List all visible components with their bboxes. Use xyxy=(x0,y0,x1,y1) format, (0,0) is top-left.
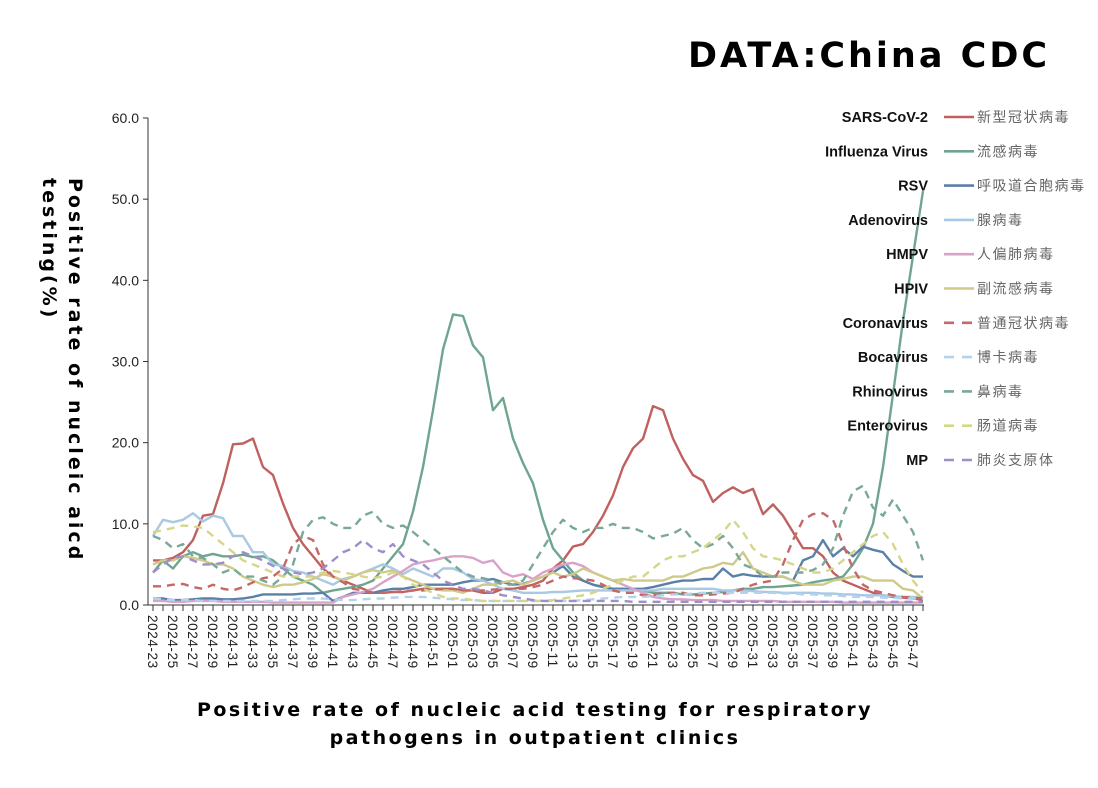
x-tick-label: 2024-27 xyxy=(185,615,200,669)
series-line-adenovirus xyxy=(151,512,923,599)
x-tick-label: 2025-43 xyxy=(865,615,880,669)
legend-item-sars-cov-2: SARS-CoV-2 新型冠状病毒 xyxy=(842,110,1070,126)
legend-label-cn: 腺病毒 xyxy=(977,213,1024,229)
x-tick-label: 2024-35 xyxy=(265,615,280,669)
legend-label: Rhinovirus xyxy=(852,384,928,400)
x-tick-label: 2024-47 xyxy=(385,615,400,669)
x-tick-label: 2024-39 xyxy=(305,615,320,669)
x-tick-label: 2024-43 xyxy=(345,615,360,669)
x-tick-label: 2025-39 xyxy=(825,615,840,669)
x-tick-label: 2024-41 xyxy=(325,615,340,669)
x-tick-label: 2025-41 xyxy=(845,615,860,669)
x-tick-label: 2025-19 xyxy=(625,615,640,669)
x-tick-label: 2024-51 xyxy=(425,615,440,669)
x-tick-label: 2025-17 xyxy=(605,615,620,669)
legend-label: HPIV xyxy=(894,282,928,298)
series-lines xyxy=(151,190,925,604)
x-tick-label: 2025-13 xyxy=(565,615,580,669)
x-tick-label: 2025-45 xyxy=(885,615,900,669)
x-tick-label: 2024-31 xyxy=(225,615,240,669)
legend-label-cn: 肠道病毒 xyxy=(977,419,1039,435)
legend-label: SARS-CoV-2 xyxy=(842,110,928,126)
y-tick-label: 0.0 xyxy=(120,597,140,613)
legend-item-influenza-virus: Influenza Virus 流感病毒 xyxy=(825,143,1039,160)
legend-label: MP xyxy=(906,453,928,469)
legend-item-coronavirus: Coronavirus 普通冠状病毒 xyxy=(843,316,1070,332)
legend-label-cn: 普通冠状病毒 xyxy=(977,316,1070,332)
legend-item-adenovirus: Adenovirus 腺病毒 xyxy=(848,213,1024,229)
legend-label: HMPV xyxy=(886,247,928,263)
legend-item-rsv: RSV 呼吸道合胞病毒 xyxy=(898,179,1086,195)
x-tick-label: 2025-29 xyxy=(725,615,740,669)
x-tick-label: 2025-07 xyxy=(505,615,520,669)
legend-item-hmpv: HMPV 人偏肺病毒 xyxy=(886,247,1055,263)
x-tick-label: 2025-09 xyxy=(525,615,540,669)
y-axis-label-line-1: Positive rate of nucleic aicd xyxy=(64,178,86,563)
legend-item-enterovirus: Enterovirus 肠道病毒 xyxy=(847,419,1039,435)
x-tick-label: 2025-35 xyxy=(785,615,800,669)
axes: 0.0 10.0 20.0 30.0 40.0 50.0 60.0 2024-23 2024-2… xyxy=(112,110,924,669)
x-tick-label: 2025-31 xyxy=(745,615,760,669)
legend-label: Coronavirus xyxy=(843,316,928,332)
series-line-coronavirus xyxy=(153,512,924,600)
y-tick-label: 30.0 xyxy=(112,354,139,370)
legend-label-cn: 肺炎支原体 xyxy=(977,453,1055,469)
legend-label: RSV xyxy=(898,179,928,195)
x-tick-label: 2024-49 xyxy=(405,615,420,669)
legend-label-cn: 博卡病毒 xyxy=(977,349,1039,366)
legend-label: Influenza Virus xyxy=(825,144,928,160)
x-tick-label: 2025-25 xyxy=(685,615,700,669)
legend-label: Enterovirus xyxy=(847,419,928,435)
x-tick-label: 2024-37 xyxy=(285,615,300,669)
series-line-mp xyxy=(152,538,923,603)
x-tick-label: 2025-05 xyxy=(485,615,500,669)
x-tick-label: 2025-37 xyxy=(805,615,820,669)
x-tick-label: 2025-33 xyxy=(765,615,780,669)
y-tick-label: 60.0 xyxy=(112,110,139,126)
x-tick-label: 2025-11 xyxy=(545,615,560,668)
x-tick-label: 2024-33 xyxy=(245,615,260,669)
y-tick-label: 10.0 xyxy=(112,516,139,532)
x-tick-label: 2025-23 xyxy=(665,615,680,669)
x-tick-label: 2024-23 xyxy=(145,615,160,669)
legend-item-rhinovirus: Rhinovirus 鼻病毒 xyxy=(852,383,1024,400)
chart-title: Positive rate of nucleic acid testing fo… xyxy=(150,696,920,752)
series-line-influenza-virus xyxy=(152,190,925,596)
chart-title-line-1: Positive rate of nucleic acid testing fo… xyxy=(196,699,874,721)
y-tick-label: 20.0 xyxy=(112,435,139,451)
series-line-enterovirus xyxy=(152,518,924,603)
legend-item-hpiv: HPIV 副流感病毒 xyxy=(894,281,1055,298)
chart-title-line-2: pathogens in outpatient clinics xyxy=(329,727,741,749)
x-tick-label: 2025-01 xyxy=(445,615,460,669)
x-tick-label: 2025-27 xyxy=(705,615,720,669)
legend-label-cn: 新型冠状病毒 xyxy=(977,110,1070,126)
x-tick-label: 2025-21 xyxy=(645,615,660,669)
legend-item-bocavirus: Bocavirus 博卡病毒 xyxy=(858,349,1039,366)
series-line-hpiv xyxy=(152,551,924,600)
x-tick-label: 2024-45 xyxy=(365,615,380,669)
x-tick-label: 2025-15 xyxy=(585,615,600,669)
legend-label-cn: 鼻病毒 xyxy=(977,383,1024,400)
legend-label-cn: 呼吸道合胞病毒 xyxy=(977,179,1086,195)
x-tick-label: 2025-47 xyxy=(905,615,920,669)
y-axis-label: Positive rate of nucleic aicd testing(%) xyxy=(36,178,88,562)
legend-label: Adenovirus xyxy=(848,213,928,229)
series-line-rhinovirus xyxy=(152,484,925,586)
legend-label-cn: 流感病毒 xyxy=(977,143,1039,160)
x-tick-label: 2024-29 xyxy=(205,615,220,669)
y-tick-label: 50.0 xyxy=(112,191,139,207)
legend-item-mp: MP 肺炎支原体 xyxy=(906,453,1055,469)
x-tick-label: 2025-03 xyxy=(465,615,480,669)
y-tick-label: 40.0 xyxy=(112,272,139,288)
source-title: DATA:China CDC xyxy=(688,36,1051,76)
legend-label-cn: 副流感病毒 xyxy=(977,281,1055,298)
legend: SARS-CoV-2 新型冠状病毒 Influenza Virus 流感病毒 RSV 呼吸… xyxy=(825,110,1086,469)
legend-label: Bocavirus xyxy=(858,350,928,366)
y-axis-label-line-2: testing(%) xyxy=(38,178,60,321)
x-tick-label: 2024-25 xyxy=(165,615,180,669)
legend-label-cn: 人偏肺病毒 xyxy=(977,247,1055,263)
